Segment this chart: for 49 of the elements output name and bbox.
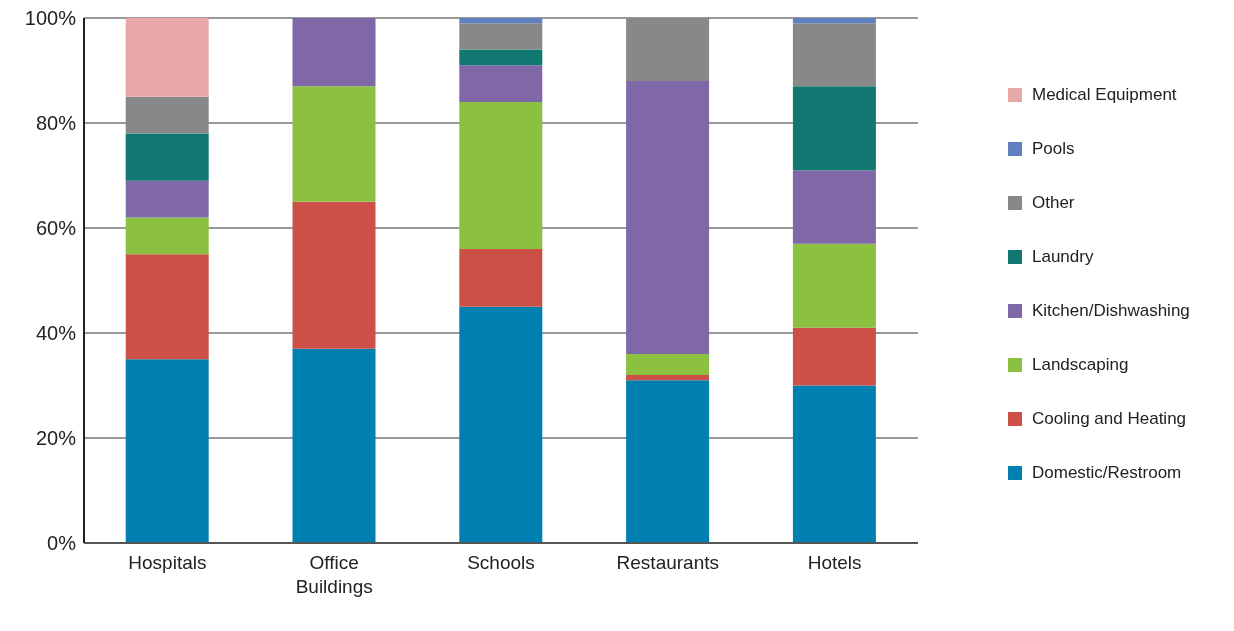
- bar: [626, 354, 710, 375]
- bar: [626, 380, 710, 543]
- bar: [125, 254, 209, 360]
- bar: [792, 327, 876, 386]
- bar: [459, 249, 543, 307]
- bar: [292, 201, 376, 349]
- bar: [792, 385, 876, 543]
- legend-label: Kitchen/Dishwashing: [1032, 301, 1190, 321]
- bar: [626, 81, 710, 354]
- legend-label: Pools: [1032, 139, 1075, 159]
- bar: [792, 18, 876, 24]
- legend-label: Medical Equipment: [1032, 85, 1177, 105]
- y-tick-label: 0%: [47, 532, 77, 555]
- bar: [459, 306, 543, 543]
- bar: [125, 18, 209, 97]
- bar: [292, 86, 376, 202]
- legend-label: Other: [1032, 193, 1075, 213]
- bar: [125, 180, 209, 218]
- legend-label: Cooling and Heating: [1032, 409, 1187, 429]
- y-tick-label: 80%: [35, 112, 77, 135]
- bar: [459, 65, 543, 102]
- bar: [125, 359, 209, 543]
- legend-label: Laundry: [1032, 247, 1094, 267]
- bar: [459, 102, 543, 249]
- bar: [125, 133, 209, 181]
- y-tick-label: 60%: [35, 217, 77, 240]
- bar: [792, 243, 876, 328]
- x-tick-label: Restaurants: [616, 552, 720, 573]
- bar: [292, 18, 376, 87]
- y-tick-label: 100%: [24, 7, 77, 30]
- bar: [792, 170, 876, 244]
- x-tick-label: Hotels: [807, 552, 862, 573]
- bar: [792, 86, 876, 171]
- bar: [626, 18, 710, 81]
- bar: [125, 96, 209, 134]
- bar: [792, 23, 876, 87]
- bar: [125, 217, 209, 255]
- bar: [459, 49, 543, 66]
- y-tick-label: 20%: [35, 427, 77, 450]
- bar: [459, 23, 543, 50]
- bar: [292, 348, 376, 543]
- x-tick-label: Hospitals: [128, 552, 207, 573]
- y-tick-label: 40%: [35, 322, 77, 345]
- x-tick-label: Schools: [467, 552, 535, 573]
- legend-label: Landscaping: [1032, 355, 1129, 375]
- bar: [626, 375, 710, 381]
- bar: [459, 18, 543, 24]
- x-tick-label: Office Buildings: [295, 552, 373, 597]
- legend-label: Domestic/Restroom: [1032, 463, 1182, 483]
